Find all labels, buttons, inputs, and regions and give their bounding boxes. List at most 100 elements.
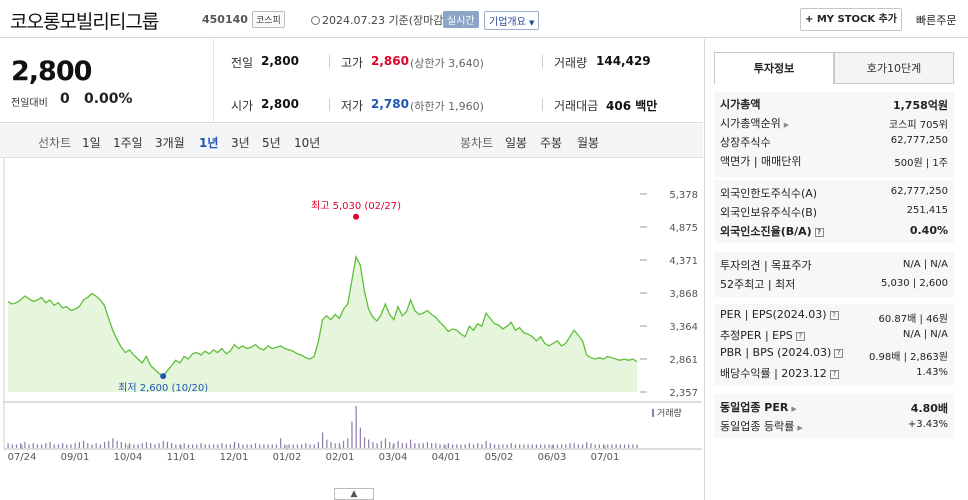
volume-bar <box>393 443 395 448</box>
volume-bar <box>24 442 26 448</box>
volume-bar <box>32 443 34 448</box>
volume-bar <box>372 442 374 448</box>
x-tick-label: 05/02 <box>485 452 514 463</box>
volume-bar <box>628 444 630 448</box>
tab-orderbook[interactable]: 호가10단계 <box>834 52 954 84</box>
listed-shares-value: 62,777,250 <box>890 135 948 146</box>
monthly-button[interactable]: 월봉 <box>577 136 600 150</box>
volume-bar <box>489 443 491 448</box>
volume-bar <box>581 444 584 448</box>
volume-bar <box>602 444 605 448</box>
collapse-chart-button[interactable]: ▲ <box>334 488 374 500</box>
volume-bar <box>154 444 156 448</box>
company-info-label: 기업개요 <box>489 17 526 28</box>
volume-bar <box>556 444 559 448</box>
tab-invest-info[interactable]: 투자정보 <box>714 52 834 84</box>
x-tick-label: 01/02 <box>273 452 302 463</box>
volume-bar <box>70 444 72 448</box>
volume-bar <box>451 444 454 448</box>
volume-bar <box>535 444 538 448</box>
period-3m-button[interactable]: 3개월 <box>155 136 185 150</box>
volume-bar <box>212 444 215 448</box>
sector-change-value: +3.43% <box>907 419 948 430</box>
period-3y-button[interactable]: 3년 <box>231 136 250 150</box>
company-name[interactable]: 코오롱모빌리티그룹 <box>10 11 159 33</box>
volume-bar <box>460 444 462 448</box>
volume-bar <box>439 444 441 448</box>
volume-bar <box>326 439 328 448</box>
est-per-value: N/A | N/A <box>902 329 948 340</box>
volume-bar <box>615 444 617 448</box>
sector-section: 동일업종 PER ▶ 4.80배 동일업종 등락률 ▶ +3.43% <box>714 394 954 438</box>
volume-bar <box>351 421 353 448</box>
volume-bar <box>384 438 387 448</box>
upper-limit: (상한가 3,640) <box>410 57 484 70</box>
period-1d-button[interactable]: 1일 <box>82 136 101 150</box>
period-1w-button[interactable]: 1주일 <box>113 136 143 150</box>
volume-bar <box>594 444 596 448</box>
volume-bar <box>523 444 525 448</box>
volume-bar <box>175 444 177 448</box>
volume-legend: 거래량 <box>657 407 682 419</box>
volume-bar <box>347 438 349 448</box>
low-label: 저가 <box>341 99 364 113</box>
volume-bar <box>45 443 47 448</box>
add-mystock-button[interactable]: + MY STOCK 추가 <box>800 8 902 31</box>
stock-code: 450140 <box>202 13 248 26</box>
opinion-value: N/A | N/A <box>902 259 948 270</box>
volume-bar <box>183 443 185 448</box>
volume-bar <box>472 444 475 448</box>
volume-bar <box>166 442 169 448</box>
foreign-hold-value: 251,415 <box>906 205 948 216</box>
volume-bar <box>103 442 106 448</box>
open-label: 시가 <box>231 99 254 113</box>
y-tick-label: 3,868 <box>669 289 698 300</box>
volume-bar <box>410 439 412 448</box>
volume-bar <box>99 444 101 448</box>
volume-bar <box>493 444 496 448</box>
realtime-button[interactable]: 실시간 <box>443 11 479 28</box>
y-axis: 5,378 4,875 4,371 3,868 3,364 2,861 2,357 <box>640 190 698 399</box>
volume-bar <box>313 444 315 448</box>
volume-label: 거래량 <box>554 56 588 70</box>
period-1y-button[interactable]: 1년 <box>199 136 219 150</box>
current-price: 2,800 <box>11 56 92 87</box>
prev-close-value: 2,800 <box>261 54 299 68</box>
high-marker: 최고 5,030 (02/27) <box>311 200 401 220</box>
daily-button[interactable]: 일봉 <box>505 136 528 150</box>
period-selector: 선차트 1일 1주일 3개월 1년 3년 5년 10년 봉차트 일봉 주봉 월봉 <box>0 124 703 158</box>
quick-order-button[interactable]: 빠른주문 <box>916 14 957 27</box>
volume-bar <box>129 443 131 448</box>
period-10y-button[interactable]: 10년 <box>294 136 321 150</box>
period-5y-button[interactable]: 5년 <box>262 136 281 150</box>
divider <box>329 98 330 111</box>
price-chart[interactable]: 5,378 4,875 4,371 3,868 3,364 2,861 2,357 07/2… <box>0 158 703 500</box>
volume-bar <box>540 444 542 448</box>
help-icon: ? <box>814 228 824 237</box>
volume-bar <box>426 442 429 448</box>
volume-bar <box>200 443 202 448</box>
foreign-section: 외국인한도주식수(A) 62,777,250 외국인보유주식수(B) 251,4… <box>714 180 954 243</box>
arrow-right-icon: ▶ <box>791 405 797 413</box>
prev-close-label: 전일 <box>231 56 254 70</box>
foreign-limit-label: 외국인한도주식수(A) <box>720 187 818 200</box>
sector-change-label: 동일업종 등락률 ▶ <box>720 420 803 433</box>
opinion-label: 투자의견 | 목표주가 <box>720 259 812 272</box>
weekly-button[interactable]: 주봉 <box>540 136 563 150</box>
volume-bar <box>28 444 30 448</box>
volume-bar <box>464 444 466 448</box>
lower-limit: (하한가 1,960) <box>410 100 484 113</box>
volume-bar <box>431 443 433 448</box>
volume-bar <box>145 442 148 448</box>
candle-chart-label: 봉차트 <box>460 136 494 150</box>
volume-bar <box>87 443 89 448</box>
company-info-dropdown[interactable]: 기업개요 ▼ <box>484 11 540 30</box>
volume-bar <box>544 444 546 448</box>
valuation-section: PER | EPS(2024.03)? 60.87배 | 46원 추정PER |… <box>714 304 954 386</box>
volume-bar <box>506 444 508 448</box>
volume-bar <box>57 444 60 448</box>
volume-bar <box>263 444 265 448</box>
clock-icon <box>311 16 320 25</box>
market-cap-label: 시가총액 <box>720 98 761 111</box>
volume-bar <box>342 440 345 448</box>
